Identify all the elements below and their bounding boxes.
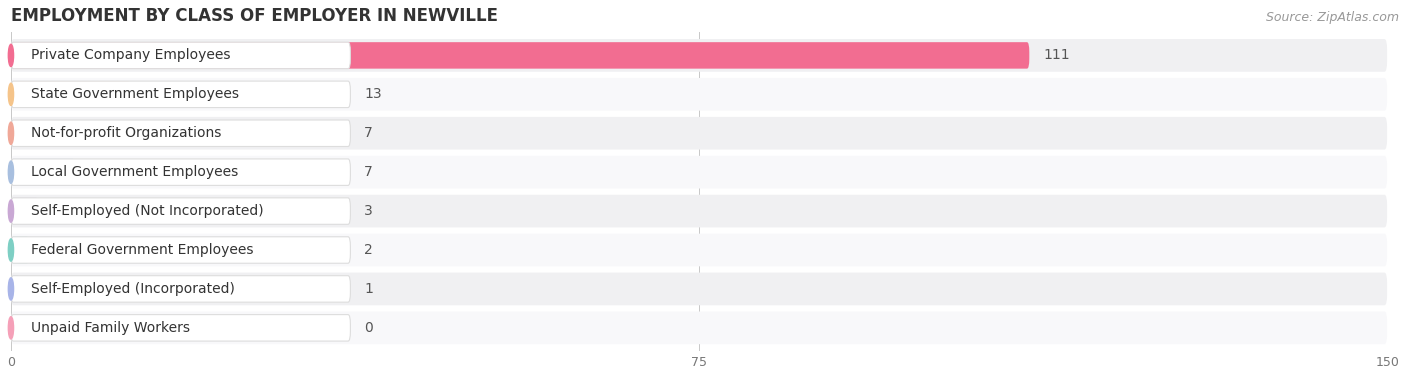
- Text: 0: 0: [364, 321, 373, 335]
- FancyBboxPatch shape: [11, 237, 30, 263]
- Text: 13: 13: [364, 87, 382, 101]
- Text: Not-for-profit Organizations: Not-for-profit Organizations: [31, 126, 222, 140]
- FancyBboxPatch shape: [11, 198, 350, 224]
- FancyBboxPatch shape: [11, 276, 350, 302]
- Text: Private Company Employees: Private Company Employees: [31, 49, 231, 62]
- FancyBboxPatch shape: [11, 120, 75, 147]
- FancyBboxPatch shape: [11, 311, 1388, 344]
- Text: Self-Employed (Not Incorporated): Self-Employed (Not Incorporated): [31, 204, 264, 218]
- FancyBboxPatch shape: [11, 276, 20, 302]
- FancyBboxPatch shape: [11, 78, 1388, 111]
- Text: 7: 7: [364, 165, 373, 179]
- Circle shape: [8, 200, 14, 222]
- FancyBboxPatch shape: [11, 159, 75, 185]
- FancyBboxPatch shape: [11, 233, 1388, 266]
- FancyBboxPatch shape: [11, 42, 350, 69]
- Text: 1: 1: [364, 282, 373, 296]
- Text: Self-Employed (Incorporated): Self-Employed (Incorporated): [31, 282, 235, 296]
- Circle shape: [8, 317, 14, 339]
- FancyBboxPatch shape: [11, 156, 1388, 188]
- FancyBboxPatch shape: [11, 273, 1388, 305]
- FancyBboxPatch shape: [11, 195, 1388, 227]
- Circle shape: [8, 83, 14, 105]
- FancyBboxPatch shape: [11, 237, 350, 263]
- Text: 111: 111: [1043, 49, 1070, 62]
- Text: Federal Government Employees: Federal Government Employees: [31, 243, 253, 257]
- Circle shape: [8, 122, 14, 144]
- FancyBboxPatch shape: [11, 120, 350, 147]
- FancyBboxPatch shape: [11, 315, 350, 341]
- Text: 2: 2: [364, 243, 373, 257]
- Text: 3: 3: [364, 204, 373, 218]
- FancyBboxPatch shape: [11, 159, 350, 185]
- Circle shape: [8, 44, 14, 67]
- Text: EMPLOYMENT BY CLASS OF EMPLOYER IN NEWVILLE: EMPLOYMENT BY CLASS OF EMPLOYER IN NEWVI…: [11, 7, 498, 25]
- Circle shape: [8, 239, 14, 261]
- FancyBboxPatch shape: [11, 81, 350, 108]
- Circle shape: [8, 161, 14, 183]
- Text: 7: 7: [364, 126, 373, 140]
- FancyBboxPatch shape: [11, 42, 1029, 69]
- Text: State Government Employees: State Government Employees: [31, 87, 239, 101]
- Text: Local Government Employees: Local Government Employees: [31, 165, 239, 179]
- FancyBboxPatch shape: [11, 39, 1388, 72]
- FancyBboxPatch shape: [11, 117, 1388, 150]
- FancyBboxPatch shape: [11, 81, 131, 108]
- Text: Source: ZipAtlas.com: Source: ZipAtlas.com: [1265, 11, 1399, 24]
- FancyBboxPatch shape: [11, 198, 38, 224]
- Text: Unpaid Family Workers: Unpaid Family Workers: [31, 321, 190, 335]
- Circle shape: [8, 278, 14, 300]
